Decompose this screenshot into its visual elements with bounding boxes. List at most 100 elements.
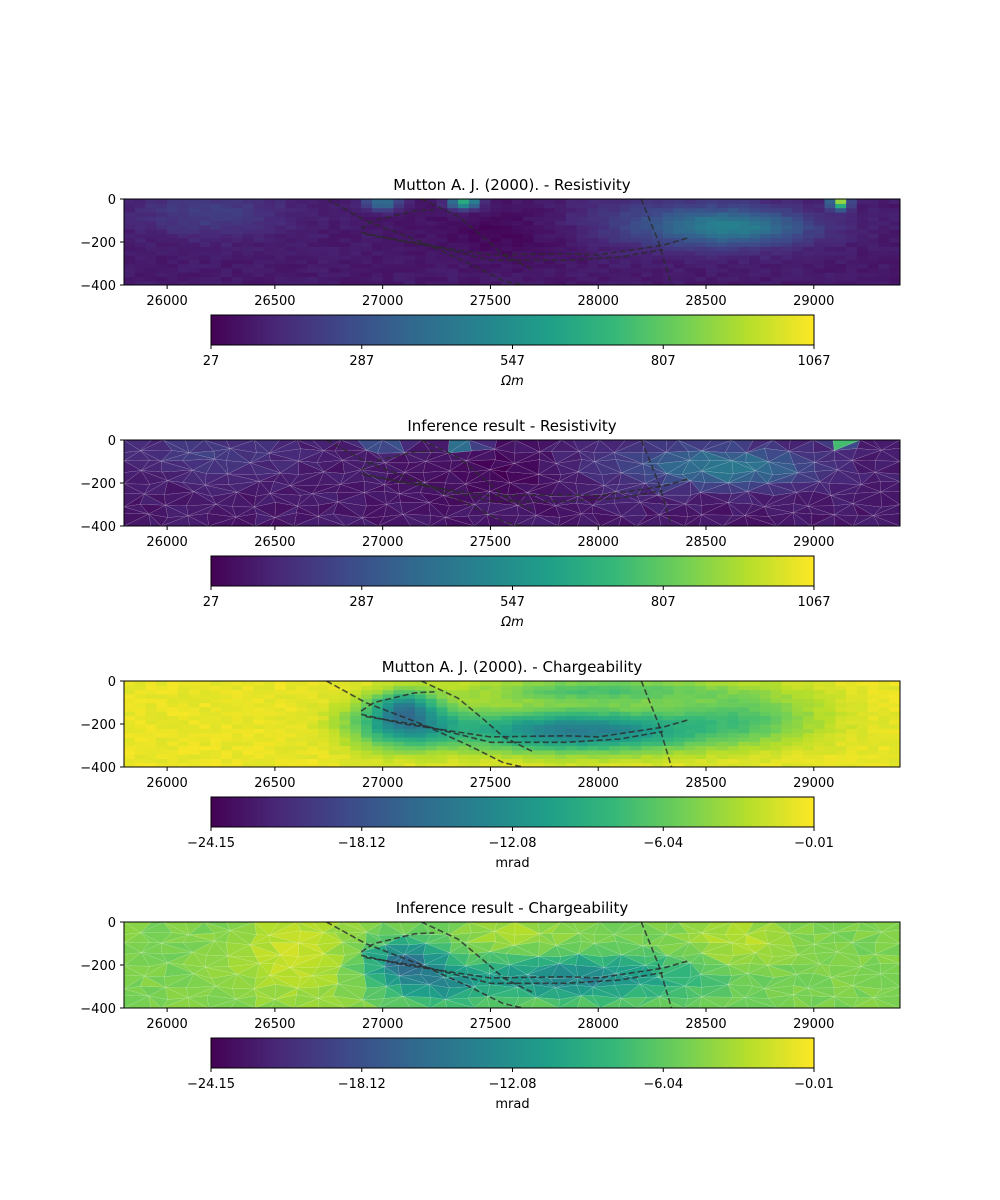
plot-area [124,199,900,285]
model-cell [242,246,254,252]
model-cell [544,728,556,734]
colorbar-tick-label: 27 [203,595,220,610]
model-cell [824,698,836,704]
model-cell [382,267,395,273]
model-cell [404,749,416,755]
model-cell [641,758,653,764]
model-cell [835,211,847,217]
model-cell [221,203,233,209]
model-cell [318,758,330,764]
model-cell [188,741,201,747]
colorbar-tick-label: −12.08 [488,1077,536,1092]
mesh-cell [250,941,282,956]
model-cell [199,762,211,767]
model-cell [565,732,578,738]
model-cell [264,233,276,239]
mesh-cell [657,976,692,987]
mesh-cell [184,922,205,936]
model-cell [749,237,761,243]
model-cell [716,681,729,686]
model-cell [619,224,632,230]
model-cell [706,754,718,759]
model-cell [835,732,847,738]
model-cell [382,229,395,234]
model-cell [393,254,405,260]
model-cell [124,220,136,226]
mesh-cell [404,942,427,955]
model-cell [479,749,492,755]
mesh-cell [665,922,679,935]
model-cell [221,259,233,265]
model-cell [361,754,373,759]
model-cell [878,749,890,755]
model-cell [576,220,589,226]
mesh-cell [731,460,757,474]
model-cell [350,259,362,265]
model-cell [533,267,545,273]
model-cell [824,728,836,734]
model-cell [587,724,599,729]
model-cell [177,216,190,222]
model-cell [630,216,642,222]
mesh-cell [788,922,814,934]
model-cell [328,242,341,247]
model-cell [512,741,524,747]
mesh-cell [834,932,853,943]
model-cell [565,242,578,247]
model-cell [813,242,826,247]
model-cell [393,754,405,759]
mesh-cell [444,517,475,526]
model-cell [199,276,211,282]
model-cell [296,254,308,260]
model-cell [716,276,729,282]
model-cell [253,715,265,721]
model-cell [328,732,341,738]
model-cell [188,259,201,265]
model-cell [436,267,448,273]
model-cell [415,741,427,747]
model-cell [555,199,567,204]
model-cell [124,754,136,759]
model-cell [436,685,448,691]
model-cell [274,216,287,222]
model-cell [587,216,599,222]
model-cell [673,706,686,712]
model-cell [512,199,524,204]
model-cell [738,754,750,759]
model-cell [253,702,265,708]
mesh-cell [763,988,794,999]
overlay-fault-2 [421,199,534,271]
model-cell [544,698,556,704]
model-cell [878,754,890,759]
model-cell [533,715,545,721]
model-cell [695,254,707,260]
model-cell [652,736,664,742]
model-cell [339,706,351,712]
model-cell [328,706,341,712]
model-cell [824,233,836,239]
model-cell [490,719,502,725]
model-cell [296,689,308,695]
model-cell [716,741,729,747]
model-cell [533,745,545,751]
model-cell [587,267,599,273]
model-cell [544,224,556,230]
model-cell [770,706,783,712]
model-cell [188,216,201,222]
model-cell [415,719,427,725]
mesh-cell [745,452,769,463]
model-cell [134,272,147,277]
model-cell [609,762,621,767]
model-cell [221,233,233,239]
model-cell [339,715,351,721]
mesh-cell [807,505,835,516]
model-cell [781,681,793,686]
model-cell [490,250,502,256]
mesh-cell [577,943,603,957]
colorbar-tick-label: 1067 [797,354,830,369]
overlay-ore-body-lower [365,715,664,744]
model-cell [824,220,836,226]
model-cell [285,706,298,712]
model-cell [479,702,492,708]
model-cell [706,702,718,708]
